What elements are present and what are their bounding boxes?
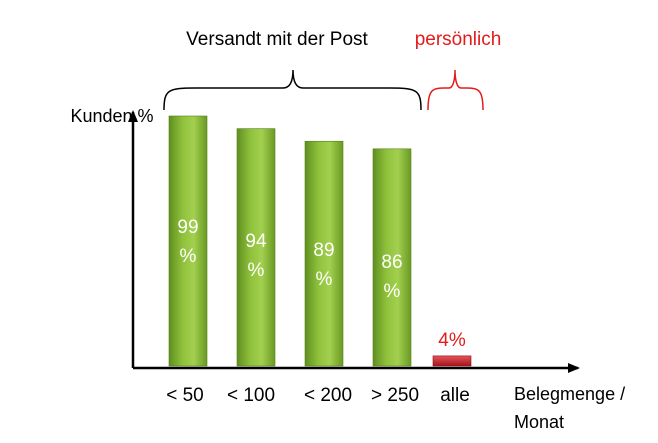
data-label-2-line-1: 94 xyxy=(245,231,267,252)
x-axis-label-line1: Belegmenge / xyxy=(514,384,625,404)
data-label-5: 4% xyxy=(438,330,466,351)
group-brace-personal xyxy=(427,69,484,111)
x-tick-label-5: alle xyxy=(440,385,470,406)
bar-4 xyxy=(372,148,412,367)
x-tick-labels: < 50 < 100 < 200 > 250 alle xyxy=(166,385,470,406)
bar-5 xyxy=(432,355,472,367)
bar-3 xyxy=(304,140,344,367)
group-label-personal: persönlich xyxy=(415,29,502,50)
data-label-1-line-1: 99 xyxy=(177,217,198,238)
data-labels: 99% 94% 89% 86% 4% xyxy=(177,217,465,351)
group-label-post: Versandt mit der Post xyxy=(186,29,368,50)
data-label-2-line-2: % xyxy=(248,260,265,281)
group-brace-post xyxy=(163,69,422,111)
data-label-4-line-1: 86 xyxy=(381,252,402,273)
x-tick-label-3: < 200 xyxy=(304,385,352,406)
x-tick-label-4: > 250 xyxy=(371,385,419,406)
bars-group xyxy=(168,115,472,367)
x-tick-label-1: < 50 xyxy=(166,385,204,406)
bar-2 xyxy=(236,128,276,367)
y-axis-label: Kunden % xyxy=(70,106,153,126)
bar-1 xyxy=(168,115,208,367)
data-label-1-line-2: % xyxy=(180,246,197,267)
data-label-3-line-2: % xyxy=(316,269,333,290)
x-axis-label-line2: Monat xyxy=(514,412,564,432)
data-label-3-line-1: 89 xyxy=(313,240,334,261)
data-label-4-line-2: % xyxy=(384,281,401,302)
x-tick-label-2: < 100 xyxy=(227,385,275,406)
